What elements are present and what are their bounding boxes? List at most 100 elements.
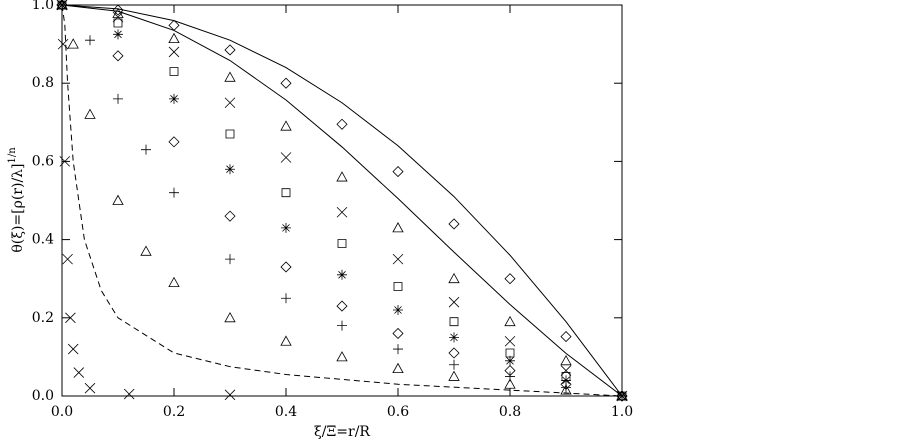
x-tick-label: 0.0 <box>51 404 73 420</box>
marker <box>336 300 348 312</box>
marker <box>336 206 348 218</box>
marker <box>280 120 292 131</box>
marker <box>112 11 124 23</box>
marker <box>505 348 515 358</box>
marker <box>169 187 179 198</box>
curve <box>61 4 623 397</box>
marker <box>504 315 516 327</box>
marker <box>280 77 292 89</box>
marker <box>392 222 404 233</box>
marker <box>393 282 403 291</box>
marker <box>560 354 572 366</box>
marker <box>336 118 348 130</box>
marker <box>505 355 515 366</box>
y-tick-label: 0.4 <box>32 232 54 248</box>
marker <box>392 327 404 340</box>
marker <box>57 38 69 50</box>
marker <box>225 129 235 139</box>
marker <box>56 0 68 10</box>
marker <box>168 276 180 288</box>
curve <box>61 4 623 397</box>
marker <box>504 378 516 389</box>
x-tick-label: 0.8 <box>499 404 521 420</box>
x-tick-label: 0.6 <box>387 404 409 420</box>
y-tick-label: 0.6 <box>32 153 54 169</box>
marker <box>59 156 71 167</box>
marker <box>67 343 79 355</box>
marker <box>84 108 96 119</box>
y-axis-label-superscript: 1/n <box>7 147 18 164</box>
marker <box>448 218 460 230</box>
marker <box>449 332 459 343</box>
marker <box>281 222 291 233</box>
marker <box>169 67 179 76</box>
marker <box>168 46 180 58</box>
marker <box>141 144 151 155</box>
marker <box>560 365 572 376</box>
marker <box>504 273 516 285</box>
x-tick-label: 0.4 <box>275 404 297 420</box>
y-tick-label: 0.0 <box>32 388 54 404</box>
marker <box>67 38 79 49</box>
marker <box>449 317 459 327</box>
marker <box>225 164 235 175</box>
plot-frame <box>61 4 623 397</box>
marker <box>560 384 572 395</box>
marker <box>560 331 572 343</box>
marker <box>123 388 135 400</box>
x-tick-label: 1.0 <box>611 404 633 420</box>
marker <box>280 335 292 346</box>
marker <box>337 239 347 248</box>
marker <box>224 210 236 222</box>
marker <box>84 382 96 394</box>
marker <box>337 269 347 280</box>
marker <box>280 152 292 163</box>
marker <box>224 71 236 82</box>
y-tick-label: 1.0 <box>32 0 54 13</box>
marker <box>448 272 460 284</box>
marker <box>449 359 459 370</box>
x-axis-label: ξ/Ξ=r/R <box>314 424 370 440</box>
marker <box>168 136 180 148</box>
marker <box>113 93 123 104</box>
marker <box>62 253 73 265</box>
marker <box>281 188 291 198</box>
marker <box>112 194 124 205</box>
curve <box>61 4 623 397</box>
marker <box>504 335 516 347</box>
marker <box>561 382 571 393</box>
marker <box>448 296 460 308</box>
marker <box>225 254 235 265</box>
marker <box>561 375 571 386</box>
marker <box>336 171 348 182</box>
y-tick-label: 0.2 <box>32 310 54 326</box>
marker <box>337 320 347 331</box>
marker <box>65 312 76 324</box>
marker <box>224 97 236 109</box>
marker <box>281 293 291 304</box>
marker <box>224 311 236 323</box>
marker <box>392 362 404 374</box>
marker <box>280 261 292 273</box>
y-axis-label: θ(ξ)=[ρ(r)/λ]1/n <box>7 147 27 253</box>
marker <box>168 32 180 44</box>
marker <box>113 18 123 28</box>
marker <box>224 389 236 401</box>
marker <box>392 253 404 265</box>
y-tick-label: 0.8 <box>32 75 54 91</box>
marker <box>169 93 179 104</box>
marker <box>448 370 460 381</box>
marker <box>85 35 95 46</box>
marker <box>393 304 403 315</box>
marker <box>56 0 68 11</box>
marker <box>393 344 403 355</box>
marker <box>112 50 124 62</box>
marker <box>113 29 123 40</box>
marker <box>73 367 85 378</box>
marker <box>224 44 236 56</box>
x-tick-label: 0.2 <box>163 404 185 420</box>
marker <box>140 245 152 256</box>
marker <box>448 347 460 359</box>
